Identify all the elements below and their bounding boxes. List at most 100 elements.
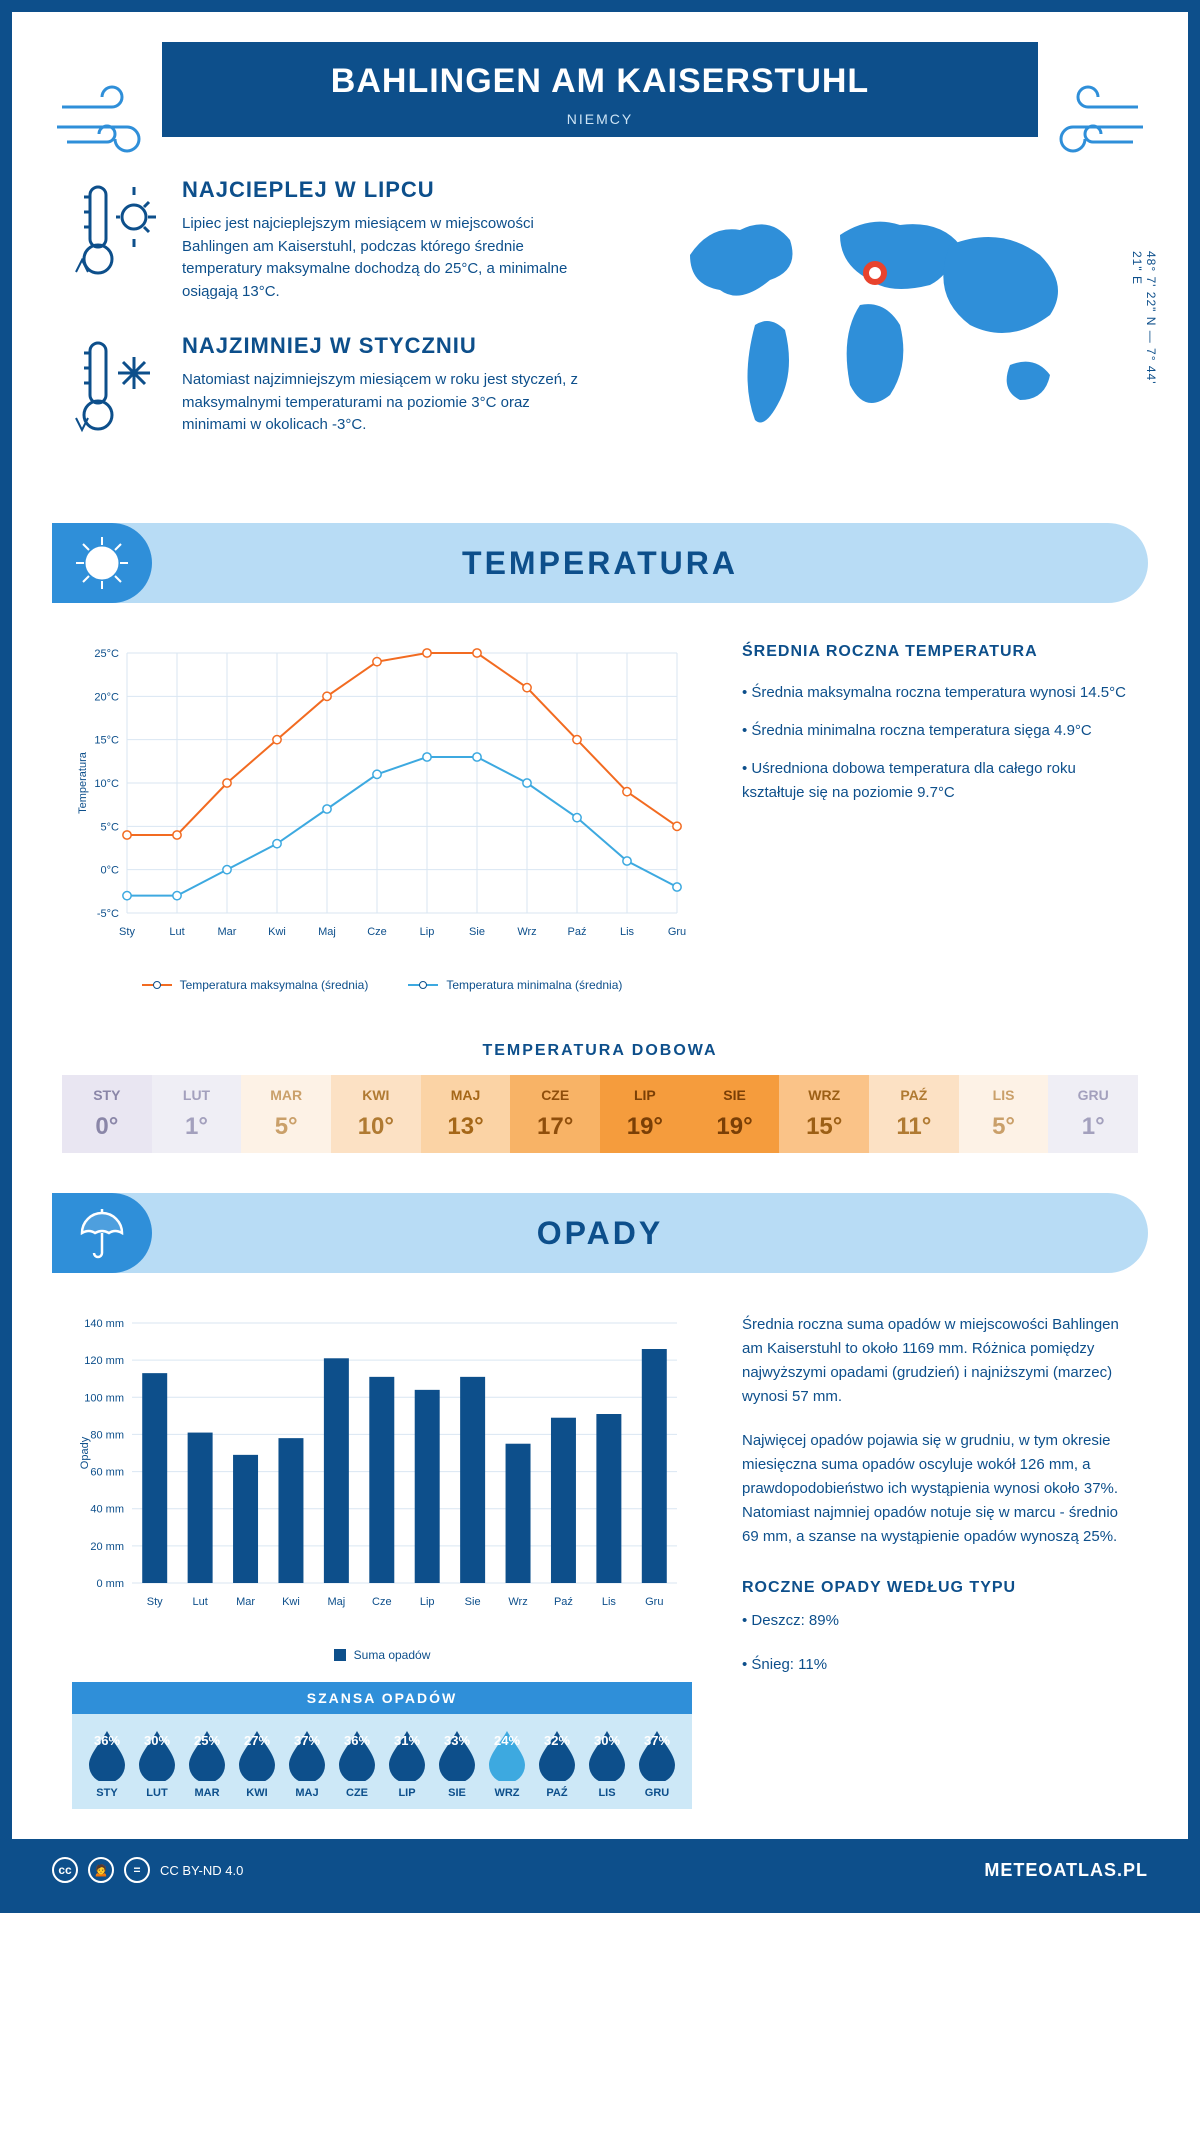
footer-site: METEOATLAS.PL xyxy=(984,1860,1148,1881)
svg-text:Paź: Paź xyxy=(554,1596,573,1608)
svg-text:20°C: 20°C xyxy=(94,691,119,703)
temp-bullet: • Średnia maksymalna roczna temperatura … xyxy=(742,681,1128,705)
svg-text:Sie: Sie xyxy=(465,1596,481,1608)
precip-summary: Średnia roczna suma opadów w miejscowośc… xyxy=(742,1313,1128,1809)
svg-text:Lis: Lis xyxy=(620,926,635,938)
daily-cell: GRU1° xyxy=(1048,1075,1138,1153)
chance-drop: 24% WRZ xyxy=(485,1729,529,1799)
chance-drop: 30% LUT xyxy=(135,1729,179,1799)
sun-icon xyxy=(52,523,152,603)
nd-icon: = xyxy=(124,1857,150,1883)
daily-cell: MAJ13° xyxy=(421,1075,511,1153)
legend-min: Temperatura minimalna (średnia) xyxy=(446,978,622,992)
precip-bar-chart: 0 mm20 mm40 mm60 mm80 mm100 mm120 mm140 … xyxy=(72,1313,692,1662)
chance-drop: 33% SIE xyxy=(435,1729,479,1799)
umbrella-icon xyxy=(52,1193,152,1273)
cc-icon: cc xyxy=(52,1857,78,1883)
svg-text:60 mm: 60 mm xyxy=(90,1467,124,1479)
daily-cell: CZE17° xyxy=(510,1075,600,1153)
precip-legend-label: Suma opadów xyxy=(354,1648,431,1662)
legend-max: Temperatura maksymalna (średnia) xyxy=(180,978,369,992)
svg-text:0°C: 0°C xyxy=(101,865,120,877)
daily-cell: LIS5° xyxy=(959,1075,1049,1153)
svg-text:Maj: Maj xyxy=(318,926,336,938)
precip-title: OPADY xyxy=(537,1215,663,1252)
svg-text:-5°C: -5°C xyxy=(97,908,119,920)
temperature-summary: ŚREDNIA ROCZNA TEMPERATURA • Średnia mak… xyxy=(742,643,1128,992)
svg-text:40 mm: 40 mm xyxy=(90,1504,124,1516)
license-text: CC BY-ND 4.0 xyxy=(160,1863,243,1878)
precip-section-bar: OPADY xyxy=(52,1193,1148,1273)
chance-row: 36% STY 30% LUT 25% MAR 27% KWI xyxy=(72,1714,692,1809)
chance-title: SZANSA OPADÓW xyxy=(72,1682,692,1714)
thermometer-hot-icon xyxy=(72,177,162,287)
daily-cell: STY0° xyxy=(62,1075,152,1153)
svg-text:Lip: Lip xyxy=(420,926,435,938)
daily-temp-table: STY0° LUT1° MAR5° KWI10° MAJ13° CZE17° L… xyxy=(62,1075,1138,1153)
svg-text:Lip: Lip xyxy=(420,1596,435,1608)
svg-text:10°C: 10°C xyxy=(94,778,119,790)
svg-text:0 mm: 0 mm xyxy=(97,1578,125,1590)
svg-text:Lis: Lis xyxy=(602,1596,617,1608)
page-subtitle: NIEMCY xyxy=(162,111,1038,127)
warmest-text: Lipiec jest najcieplejszym miesiącem w m… xyxy=(182,213,592,303)
chance-drop: 27% KWI xyxy=(235,1729,279,1799)
temperature-legend: Temperatura maksymalna (średnia) Tempera… xyxy=(72,978,692,992)
svg-text:Kwi: Kwi xyxy=(282,1596,300,1608)
warmest-block: NAJCIEPLEJ W LIPCU Lipiec jest najcieple… xyxy=(72,177,592,303)
temp-bullet: • Uśredniona dobowa temperatura dla całe… xyxy=(742,757,1128,805)
svg-text:Cze: Cze xyxy=(367,926,387,938)
svg-text:25°C: 25°C xyxy=(94,648,119,660)
daily-cell: SIE19° xyxy=(690,1075,780,1153)
chance-drop: 36% CZE xyxy=(335,1729,379,1799)
svg-text:Gru: Gru xyxy=(668,926,686,938)
precip-type-item: • Deszcz: 89% xyxy=(742,1609,1128,1633)
temp-summary-title: ŚREDNIA ROCZNA TEMPERATURA xyxy=(742,643,1128,661)
svg-text:Paź: Paź xyxy=(568,926,587,938)
svg-text:Sty: Sty xyxy=(147,1596,163,1608)
svg-text:20 mm: 20 mm xyxy=(90,1541,124,1553)
svg-text:Wrz: Wrz xyxy=(508,1596,527,1608)
svg-text:Wrz: Wrz xyxy=(517,926,536,938)
precip-legend: Suma opadów xyxy=(72,1648,692,1662)
svg-text:Mar: Mar xyxy=(218,926,237,938)
temperature-line-chart: -5°C0°C5°C10°C15°C20°C25°CStyLutMarKwiMa… xyxy=(72,643,692,992)
svg-text:5°C: 5°C xyxy=(101,821,120,833)
temperature-section-bar: TEMPERATURA xyxy=(52,523,1148,603)
svg-text:Lut: Lut xyxy=(192,1596,207,1608)
page-title: BAHLINGEN AM KAISERSTUHL xyxy=(162,62,1038,101)
svg-text:Temperatura: Temperatura xyxy=(77,751,89,814)
daily-temp-title: TEMPERATURA DOBOWA xyxy=(12,1042,1188,1060)
chance-drop: 31% LIP xyxy=(385,1729,429,1799)
chance-drop: 30% LIS xyxy=(585,1729,629,1799)
precip-p1: Średnia roczna suma opadów w miejscowośc… xyxy=(742,1313,1128,1409)
svg-text:Opady: Opady xyxy=(79,1436,91,1469)
world-map: 48° 7' 22" N — 7° 44' 21" E xyxy=(632,177,1128,473)
precip-p2: Najwięcej opadów pojawia się w grudniu, … xyxy=(742,1429,1128,1549)
svg-text:15°C: 15°C xyxy=(94,735,119,747)
coordinates: 48° 7' 22" N — 7° 44' 21" E xyxy=(1130,251,1158,399)
chance-drop: 36% STY xyxy=(85,1729,129,1799)
intro-section: NAJCIEPLEJ W LIPCU Lipiec jest najcieple… xyxy=(12,137,1188,503)
header: BAHLINGEN AM KAISERSTUHL NIEMCY xyxy=(162,42,1038,137)
svg-text:Maj: Maj xyxy=(328,1596,346,1608)
svg-text:Sty: Sty xyxy=(119,926,135,938)
svg-text:Mar: Mar xyxy=(236,1596,255,1608)
coldest-block: NAJZIMNIEJ W STYCZNIU Natomiast najzimni… xyxy=(72,333,592,443)
daily-cell: LUT1° xyxy=(152,1075,242,1153)
by-icon: 🙍 xyxy=(88,1857,114,1883)
infographic-container: BAHLINGEN AM KAISERSTUHL NIEMCY NAJCIEPL… xyxy=(0,0,1200,1913)
daily-cell: LIP19° xyxy=(600,1075,690,1153)
thermometer-cold-icon xyxy=(72,333,162,443)
daily-cell: KWI10° xyxy=(331,1075,421,1153)
svg-text:120 mm: 120 mm xyxy=(84,1355,124,1367)
coldest-title: NAJZIMNIEJ W STYCZNIU xyxy=(182,333,592,359)
svg-text:Sie: Sie xyxy=(469,926,485,938)
svg-text:80 mm: 80 mm xyxy=(90,1429,124,1441)
svg-text:140 mm: 140 mm xyxy=(84,1318,124,1330)
chance-drop: 32% PAŹ xyxy=(535,1729,579,1799)
precip-type-item: • Śnieg: 11% xyxy=(742,1653,1128,1677)
svg-text:Lut: Lut xyxy=(169,926,184,938)
temperature-title: TEMPERATURA xyxy=(462,545,738,582)
daily-cell: PAŹ11° xyxy=(869,1075,959,1153)
